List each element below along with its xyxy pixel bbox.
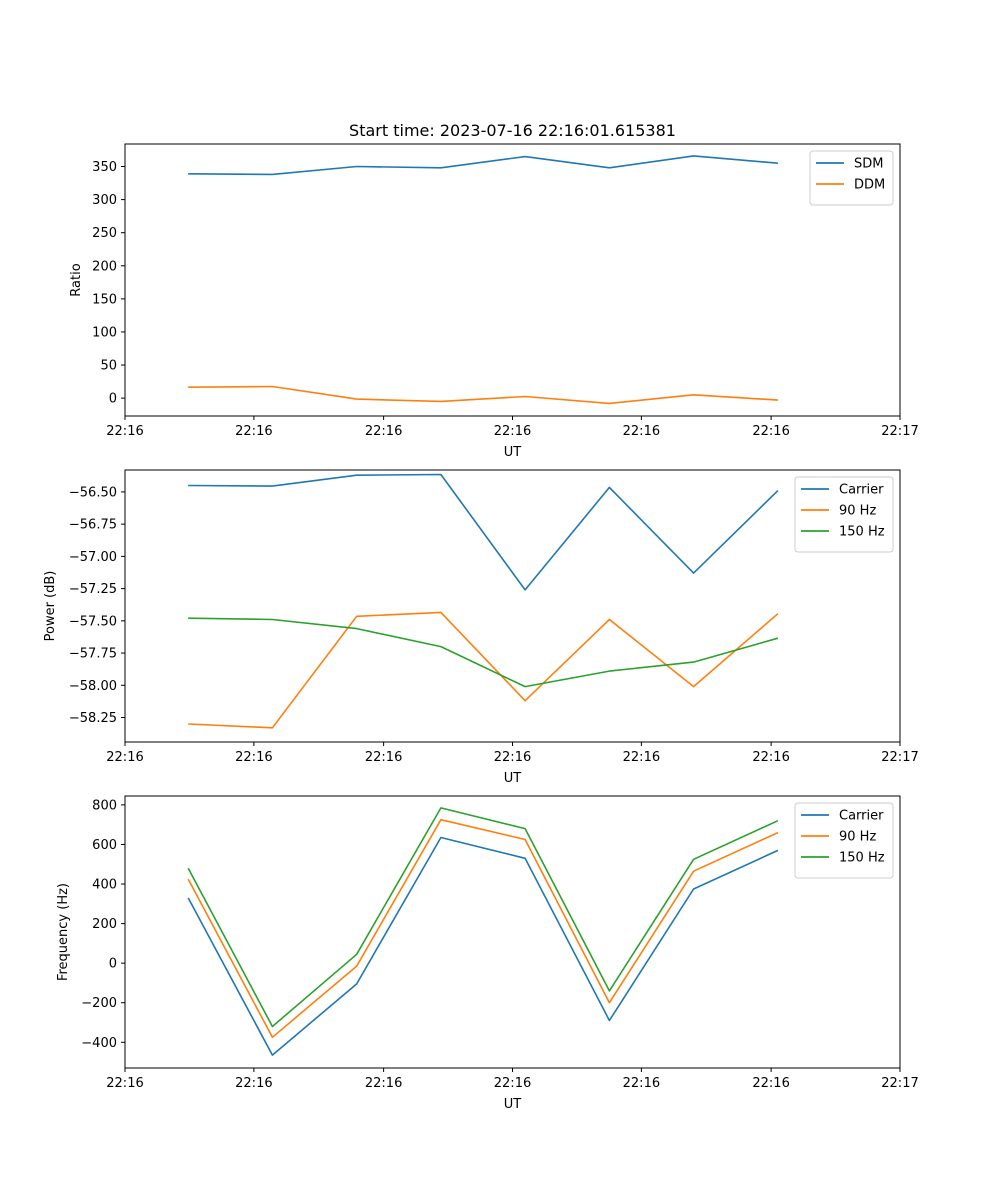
ratio-x-tick-label: 22:17 [881, 424, 918, 439]
ratio-legend-box [809, 150, 894, 206]
ratio-y-axis-label: Ratio [69, 263, 84, 296]
power-y-tick-label: −58.25 [69, 711, 117, 726]
frequency-y-axis-label: Frequency (Hz) [56, 883, 71, 981]
frequency-legend-box [794, 802, 894, 879]
frequency-x-tick-label: 22:16 [752, 1076, 789, 1091]
ratio-y-tick-label: 100 [92, 325, 117, 340]
ratio-y-tick-label: 150 [92, 292, 117, 307]
ratio-y-tick-label: 50 [100, 359, 117, 374]
power-y-axis-label: Power (dB) [43, 571, 58, 642]
power-x-tick-label: 22:17 [881, 750, 918, 765]
power-x-tick-label: 22:16 [623, 750, 660, 765]
power-x-tick-label: 22:16 [365, 750, 402, 765]
ratio-legend-label: DDM [854, 178, 885, 193]
frequency-x-tick-label: 22:17 [881, 1076, 918, 1091]
power-x-tick-label: 22:16 [752, 750, 789, 765]
ratio-y-tick-label: 250 [92, 226, 117, 241]
frequency-legend-label: 150 Hz [839, 851, 885, 866]
ratio-x-axis-label: UT [504, 445, 522, 460]
90hz-power-line [188, 611, 779, 729]
ratio-legend: SDM DDM [809, 150, 894, 206]
frequency-x-tick-label: 22:16 [365, 1076, 402, 1091]
frequency-legend-label: 90 Hz [839, 830, 876, 845]
frequency-y-tick-label: 600 [92, 838, 117, 853]
power-panel: 22:16 22:16 22:16 22:16 22:16 22:16 22:17 −58.2… [43, 469, 919, 786]
ratio-x-tick-label: 22:16 [235, 424, 272, 439]
ratio-y-tick-label: 200 [92, 259, 117, 274]
power-legend-box [794, 476, 894, 553]
ratio-x-tick-label: 22:16 [106, 424, 143, 439]
ratio-x-tick-label: 22:16 [494, 424, 531, 439]
power-legend-label: 150 Hz [839, 525, 885, 540]
power-y-tick-label: −57.00 [69, 550, 117, 565]
power-y-tick-label: −57.50 [69, 614, 117, 629]
carrier-frequency-line [187, 836, 779, 1056]
sdm-line [188, 155, 778, 176]
power-x-tick-label: 22:16 [494, 750, 531, 765]
power-x-axis-label: UT [504, 771, 522, 786]
ratio-panel: 22:16 22:16 22:16 22:16 22:16 22:16 22:17 0 50 10… [69, 143, 919, 460]
150hz-frequency-line [187, 807, 779, 1028]
frequency-panel: 22:16 22:16 22:16 22:16 22:16 22:16 22:17 −400 −… [56, 795, 919, 1112]
carrier-power-line [188, 473, 779, 591]
frequency-y-tick-label: 200 [92, 917, 117, 932]
ratio-x-tick-label: 22:16 [623, 424, 660, 439]
ratio-y-tick-label: 0 [109, 392, 117, 407]
frequency-x-tick-label: 22:16 [235, 1076, 272, 1091]
power-legend-label: 90 Hz [839, 504, 876, 519]
power-y-tick-label: −58.00 [69, 679, 117, 694]
frequency-y-tick-label: 0 [109, 957, 117, 972]
figure-title: Start time: 2023-07-16 22:16:01.615381 [349, 121, 676, 140]
frequency-y-tick-label: −200 [81, 996, 117, 1011]
150hz-power-line [188, 617, 779, 688]
frequency-x-tick-label: 22:16 [494, 1076, 531, 1091]
ratio-x-tick-label: 22:16 [752, 424, 789, 439]
power-y-tick-label: −57.75 [69, 647, 117, 662]
ratio-y-tick-label: 300 [92, 193, 117, 208]
power-x-tick-label: 22:16 [106, 750, 143, 765]
frequency-legend-label: Carrier [839, 809, 884, 824]
power-y-tick-label: −57.25 [69, 582, 117, 597]
ddm-line [188, 385, 778, 405]
frequency-y-tick-label: −400 [81, 1036, 117, 1051]
power-y-tick-label: −56.75 [69, 518, 117, 533]
frequency-x-tick-label: 22:16 [106, 1076, 143, 1091]
power-x-tick-label: 22:16 [235, 750, 272, 765]
power-legend-label: Carrier [839, 483, 884, 498]
power-legend: Carrier 90 Hz 150 Hz [794, 476, 894, 553]
power-y-tick-label: −56.50 [69, 485, 117, 500]
ratio-legend-label: SDM [854, 157, 883, 172]
ratio-y-tick-label: 350 [92, 160, 117, 175]
frequency-x-axis-label: UT [504, 1097, 522, 1112]
frequency-legend: Carrier 90 Hz 150 Hz [794, 802, 894, 879]
frequency-y-tick-label: 800 [92, 798, 117, 813]
90hz-frequency-line [187, 818, 779, 1039]
frequency-y-tick-label: 400 [92, 878, 117, 893]
ratio-x-tick-label: 22:16 [365, 424, 402, 439]
frequency-x-tick-label: 22:16 [623, 1076, 660, 1091]
